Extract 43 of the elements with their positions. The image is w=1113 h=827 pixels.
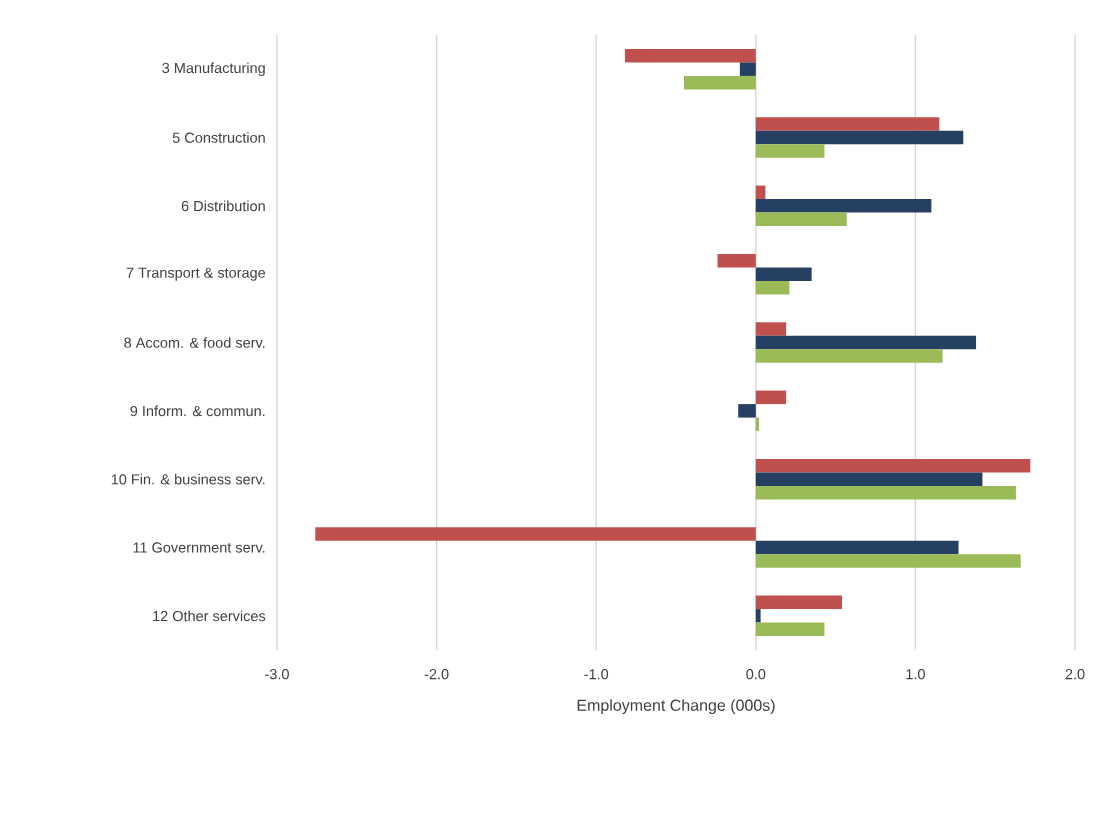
bar — [755, 212, 847, 227]
bar — [738, 404, 756, 418]
bar — [755, 540, 959, 555]
y-tick-label: 9 Inform. & commun. — [130, 405, 265, 417]
y-tick-label: 12 Other services — [153, 610, 266, 622]
y-tick-label: 11 Government serv. — [133, 542, 265, 553]
bar — [755, 390, 787, 405]
bar — [717, 253, 756, 268]
bar — [755, 185, 766, 200]
bar — [755, 267, 812, 281]
y-tick-label: 7 Transport & storage — [126, 267, 266, 281]
bar — [755, 335, 977, 350]
bar — [755, 417, 759, 432]
bar — [315, 527, 756, 541]
bar — [755, 280, 790, 295]
bar — [755, 130, 964, 145]
bar — [755, 144, 825, 158]
x-tick-label: 2.0 — [1065, 669, 1085, 680]
bar — [755, 609, 761, 623]
bar — [755, 322, 787, 336]
bar — [755, 554, 1021, 568]
x-tick-label: 1.0 — [906, 669, 925, 680]
bar — [755, 622, 825, 637]
bar — [739, 62, 756, 76]
x-tick-label: -2.0 — [424, 669, 449, 680]
bar — [755, 472, 983, 486]
x-tick-label: -1.0 — [584, 669, 609, 680]
bar — [755, 595, 842, 610]
y-tick-label: 8 Accom. & food serv. — [124, 337, 265, 348]
y-tick-label: 3 Manufacturing — [162, 62, 265, 76]
bar — [755, 458, 1031, 473]
bar — [755, 349, 943, 363]
x-axis-title: Employment Change (000s) — [577, 699, 775, 715]
x-tick-label: 0.0 — [746, 669, 766, 680]
y-tick-label: 6 Distribution — [181, 200, 265, 212]
bar — [755, 485, 1016, 500]
bar — [755, 117, 940, 131]
y-tick-label: 10 Fin. & business serv. — [111, 473, 265, 485]
x-tick-label: -3.0 — [265, 669, 289, 680]
bar — [624, 48, 756, 63]
bar — [755, 199, 932, 213]
bar — [683, 75, 756, 90]
y-tick-label: 5 Construction — [172, 132, 265, 143]
